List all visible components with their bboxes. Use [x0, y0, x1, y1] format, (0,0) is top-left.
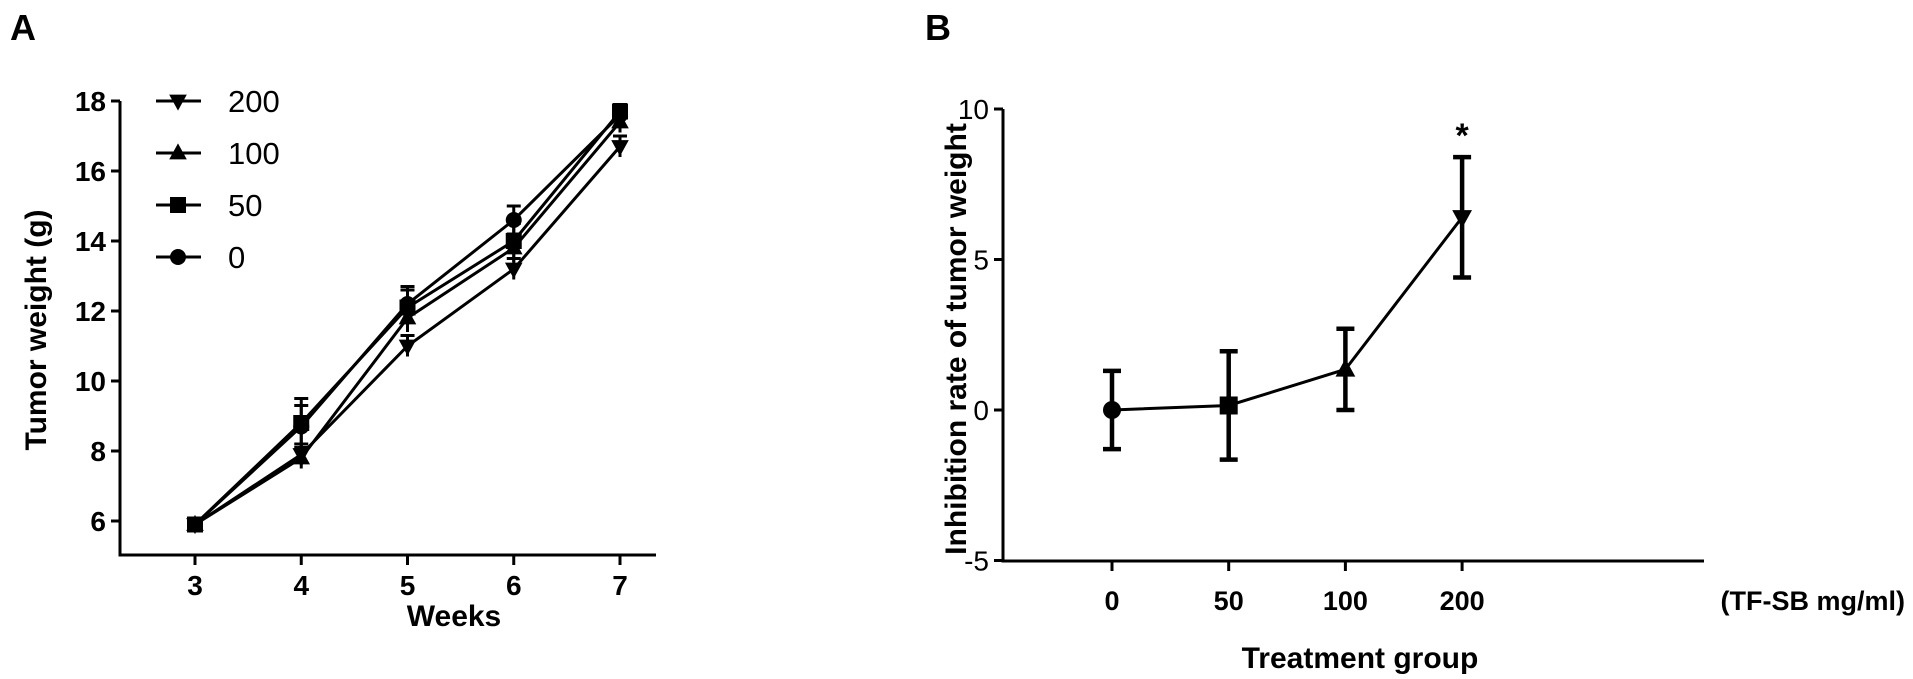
inhibition-line	[1111, 216, 1464, 412]
panel-a-y-tick-label: 6	[90, 506, 106, 537]
legend-marker	[170, 249, 186, 265]
data-point	[505, 212, 522, 228]
panel-b-y-tick-label: 5	[973, 245, 989, 276]
data-point	[1335, 358, 1356, 377]
panel-b-y-axis-label: Inhibition rate of tumor weight	[940, 123, 973, 555]
panel-a-x-tick-label: 5	[400, 570, 416, 601]
panel-a-x-tick-label: 7	[612, 570, 628, 601]
panel-b-y-tick-label: -5	[964, 546, 989, 577]
panel-a-y-tick-label: 18	[75, 86, 106, 117]
legend-label: 100	[228, 136, 280, 171]
panel-b-x-unit-note: (TF-SB mg/ml)	[1721, 586, 1905, 616]
panel-label-a: A	[10, 7, 36, 48]
panel-b-x-tick-label: 0	[1104, 586, 1119, 616]
panel-a-y-tick-label: 12	[75, 296, 106, 327]
data-point	[292, 448, 311, 465]
panel-a-y-tick-label: 8	[90, 436, 106, 467]
panel-a-y-axis-label: Tumor weight (g)	[20, 209, 53, 450]
legend-label: 0	[228, 240, 245, 275]
panel-a-x-axis-label: Weeks	[407, 600, 502, 633]
data-point	[611, 140, 629, 157]
panel-a-y-tick-label: 10	[75, 366, 106, 397]
data-point	[293, 418, 310, 435]
legend-marker	[169, 143, 187, 160]
panel-a-y-tick-label: 16	[75, 156, 106, 187]
significance-marker: *	[1455, 117, 1469, 155]
data-point	[504, 262, 523, 279]
series-0	[187, 106, 628, 533]
data-point	[398, 339, 417, 356]
panel-b-y-tick-label: 10	[958, 94, 989, 125]
panel-a-x-tick-label: 4	[293, 570, 309, 601]
data-point	[505, 233, 522, 249]
panel-label-b: B	[925, 7, 951, 48]
panel-a-x-tick-label: 3	[187, 570, 203, 601]
panel-b-x-tick-label: 50	[1214, 586, 1244, 616]
legend-marker	[169, 94, 187, 111]
panel-b-x-tick-label: 100	[1323, 586, 1368, 616]
legend-label: 200	[228, 84, 280, 119]
panel-a-x-tick-label: 6	[506, 570, 522, 601]
data-point	[1452, 210, 1472, 229]
data-point	[1219, 396, 1238, 415]
panel-b-x-tick-label: 200	[1440, 586, 1485, 616]
legend-marker	[170, 197, 186, 213]
data-point	[187, 516, 203, 533]
panel-a-plot: 6 8 10 12 14 16 18 3 4 5 6 7 200 100 50 0	[75, 84, 656, 601]
data-point	[1103, 401, 1121, 419]
panel-b-y-tick-label: 0	[973, 395, 989, 426]
panel-b-x-axis-label: Treatment group	[1242, 642, 1479, 675]
data-point	[399, 296, 416, 312]
legend-label: 50	[228, 188, 262, 223]
data-point	[612, 107, 628, 123]
panel-a-y-tick-label: 14	[75, 226, 107, 257]
